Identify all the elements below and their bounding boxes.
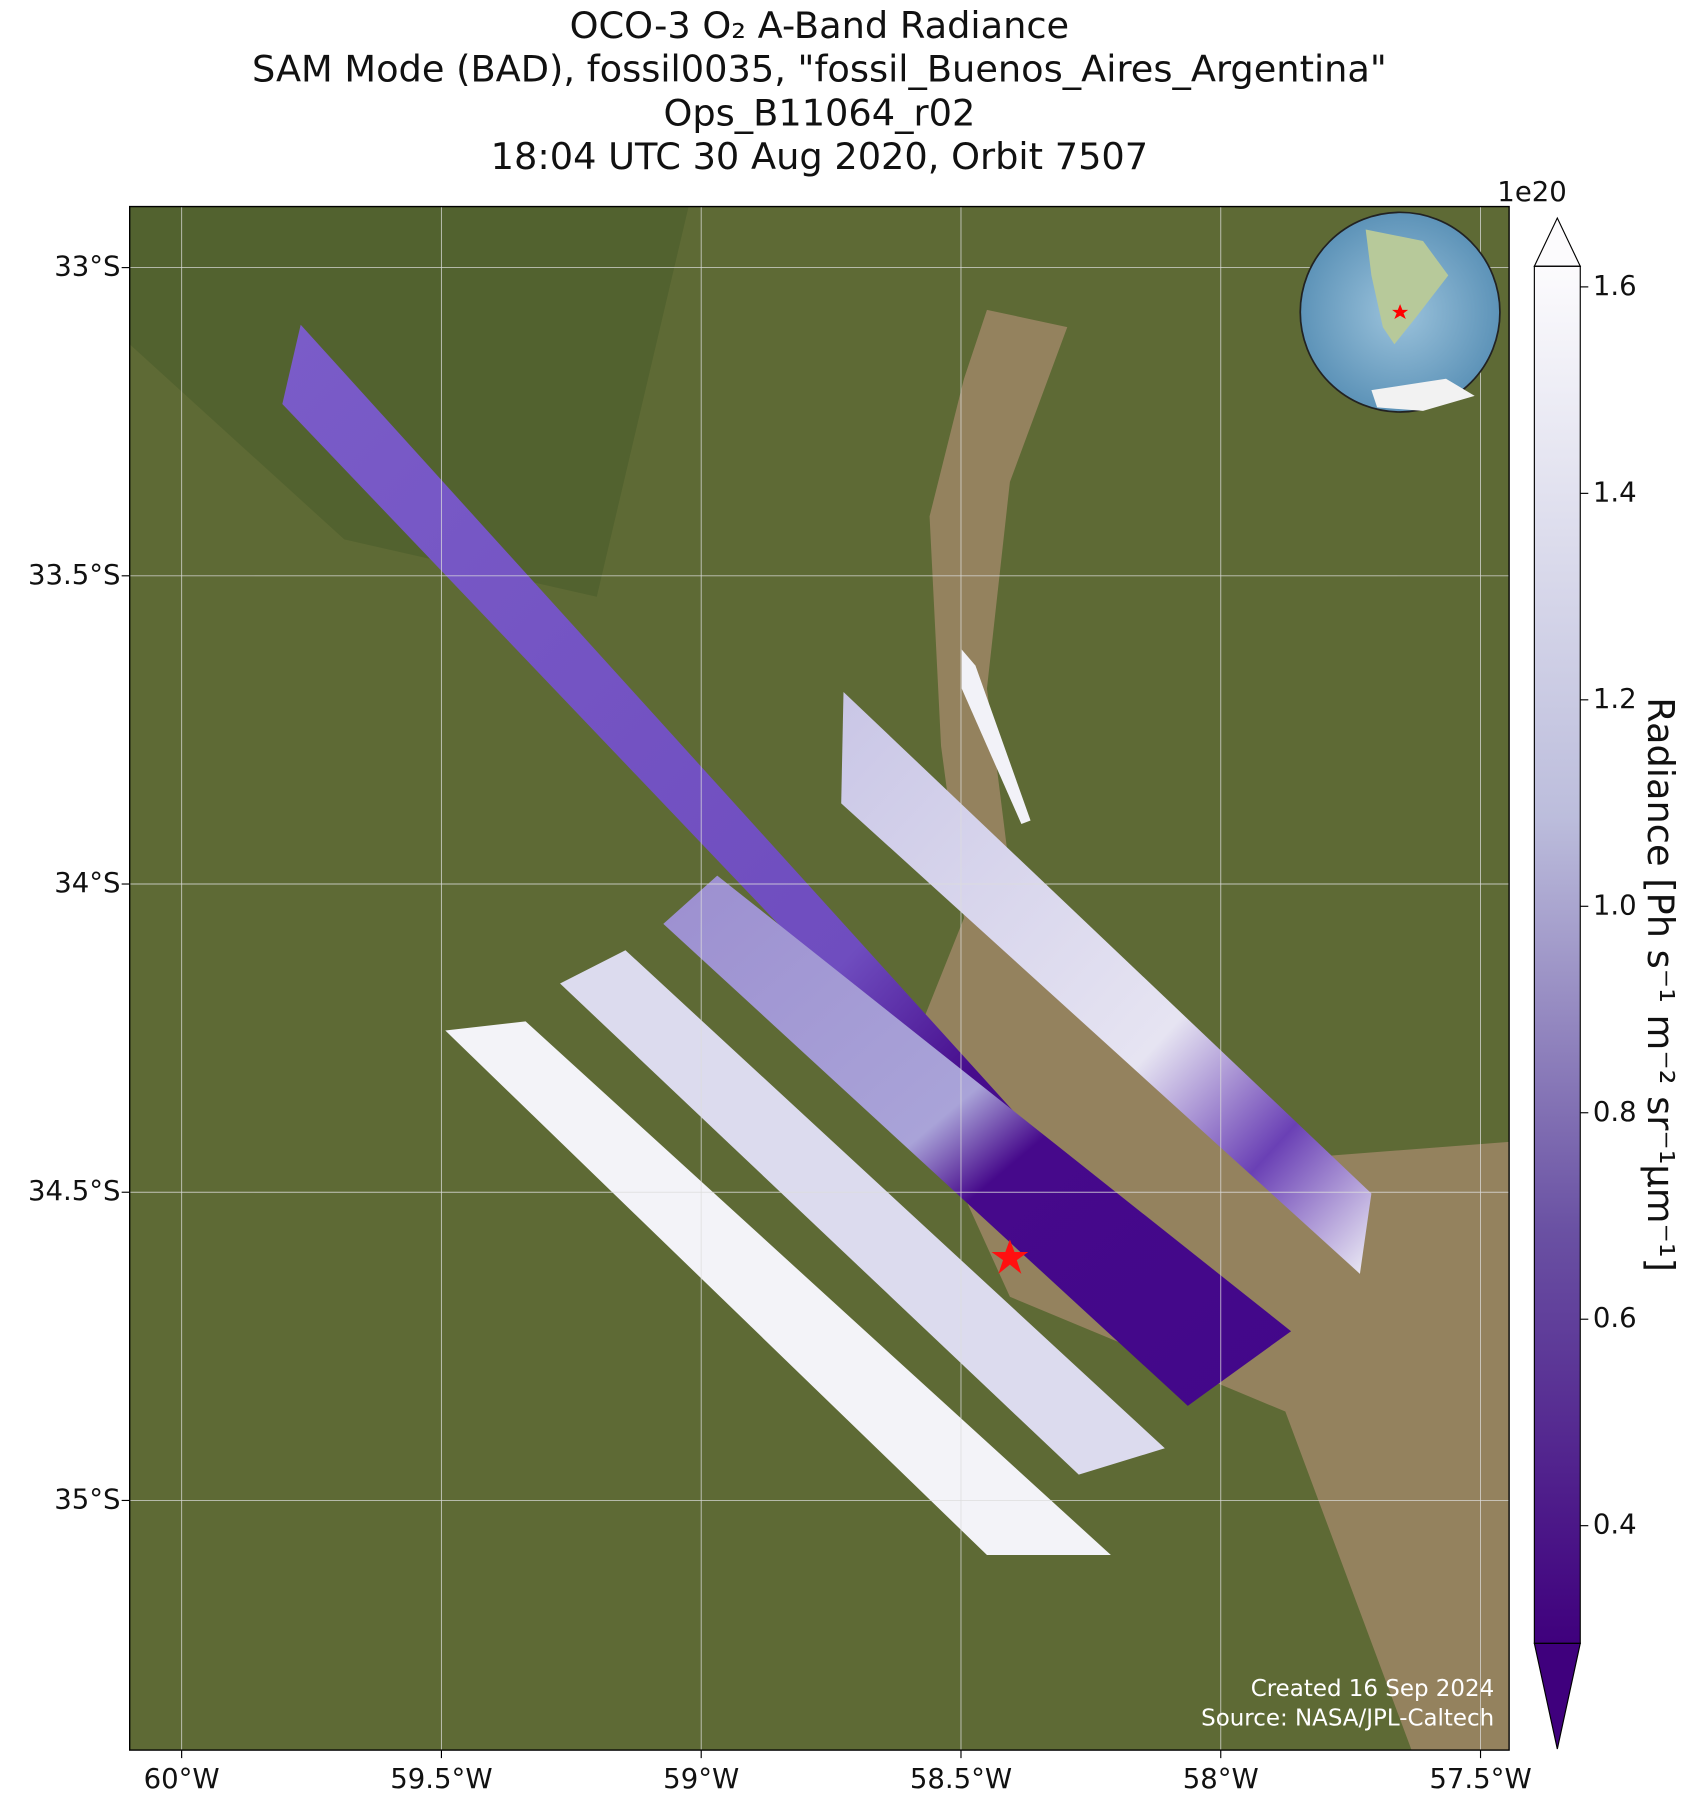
y-tick-label: 33°S bbox=[54, 251, 120, 283]
x-tick-label: 59.5°W bbox=[390, 1763, 492, 1795]
title-line: Ops_B11064_r02 bbox=[663, 91, 975, 134]
title-line: SAM Mode (BAD), fossil0035, "fossil_Buen… bbox=[252, 48, 1387, 91]
colorbar-label: Radiance [Ph s⁻¹ m⁻² sr⁻¹μm⁻¹] bbox=[1639, 697, 1682, 1272]
y-tick-label: 33.5°S bbox=[28, 559, 121, 591]
globe-star bbox=[1392, 304, 1409, 320]
swath bbox=[445, 1021, 1111, 1556]
south-america bbox=[1365, 229, 1449, 345]
credit-line: Source: NASA/JPL-Caltech bbox=[1201, 1706, 1494, 1732]
x-tick-label: 58°W bbox=[1183, 1763, 1259, 1795]
colorbar-offset: 1e20 bbox=[1497, 176, 1567, 208]
colorbar-tick-label: 1.0 bbox=[1593, 889, 1637, 921]
swath bbox=[663, 875, 1292, 1406]
y-tick-label: 34.5°S bbox=[28, 1175, 121, 1207]
colorbar-frame bbox=[1533, 265, 1581, 1644]
y-tick-label: 35°S bbox=[54, 1483, 120, 1515]
colorbar-tick-label: 0.8 bbox=[1593, 1096, 1637, 1128]
title-line: 18:04 UTC 30 Aug 2020, Orbit 7507 bbox=[491, 135, 1149, 178]
y-tick-label: 34°S bbox=[54, 867, 120, 899]
rio-de-la-plata bbox=[918, 309, 1510, 1751]
colorbar-tick-label: 1.4 bbox=[1593, 476, 1637, 508]
map-frame bbox=[129, 205, 1510, 1751]
credit-line: Created 16 Sep 2024 bbox=[1251, 1676, 1494, 1702]
colorbar-tick-label: 0.4 bbox=[1593, 1509, 1637, 1541]
colorbar-tick-label: 0.6 bbox=[1593, 1302, 1637, 1334]
colorbar bbox=[1534, 266, 1581, 1644]
swath bbox=[961, 649, 1031, 824]
colorbar-tick-label: 1.6 bbox=[1593, 270, 1637, 302]
swath bbox=[841, 692, 1372, 1274]
swath bbox=[560, 950, 1165, 1475]
x-tick-label: 59°W bbox=[663, 1763, 739, 1795]
x-tick-label: 60°W bbox=[144, 1763, 220, 1795]
target-star bbox=[991, 1239, 1029, 1274]
x-tick-label: 57.5°W bbox=[1429, 1763, 1531, 1795]
map-area: Created 16 Sep 2024 Source: NASA/JPL-Calt… bbox=[129, 206, 1510, 1751]
delta bbox=[129, 206, 689, 597]
title-line: OCO-3 O₂ A-Band Radiance bbox=[570, 4, 1070, 47]
antarctica bbox=[1371, 378, 1475, 411]
colorbar-extend-max bbox=[1533, 216, 1582, 267]
colorbar-tick-label: 1.2 bbox=[1593, 683, 1637, 715]
colorbar-extend-min bbox=[1533, 1642, 1581, 1750]
x-tick-label: 58.5°W bbox=[910, 1763, 1012, 1795]
